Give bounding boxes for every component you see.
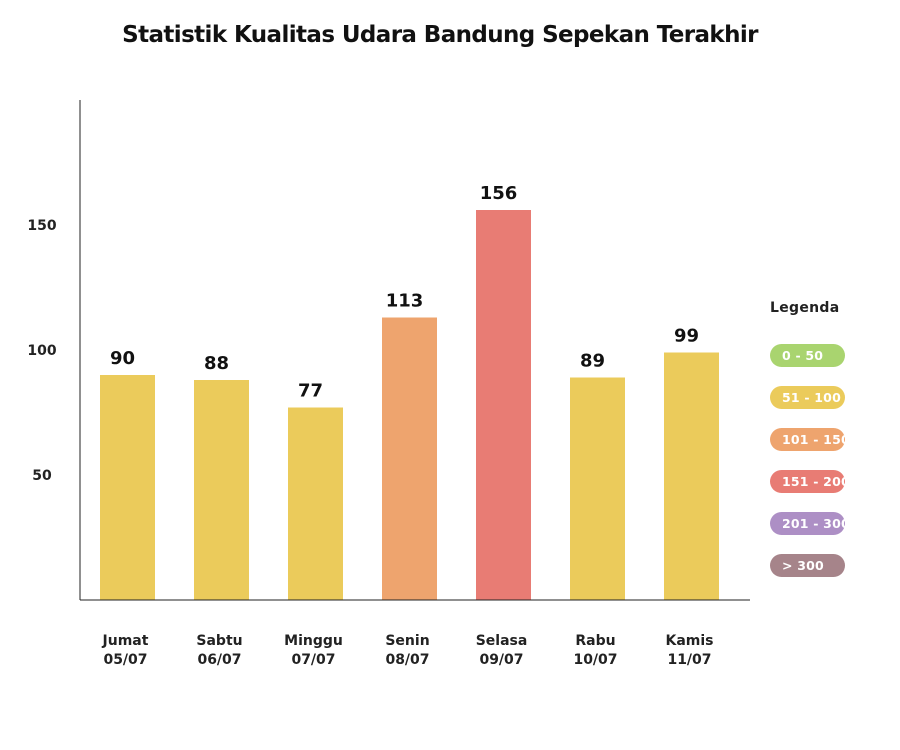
x-tick-label-date: 10/07 — [573, 652, 617, 668]
x-tick-label-day: Jumat — [102, 633, 149, 649]
bar-value-label: 156 — [480, 183, 518, 204]
x-tick-label-date: 08/07 — [385, 652, 429, 668]
x-tick-label-day: Selasa — [476, 633, 528, 649]
y-tick-label: 100 — [27, 343, 56, 359]
legend-item-151-200: 151 - 200 — [770, 470, 850, 493]
bars — [100, 210, 719, 600]
bar-value-label: 88 — [204, 353, 229, 374]
x-tick-label-date: 05/07 — [103, 652, 147, 668]
bar — [194, 380, 249, 600]
y-axis-ticks: 50 100 150 — [27, 218, 56, 484]
y-tick-label: 150 — [27, 218, 56, 234]
x-tick-label-date: 09/07 — [479, 652, 523, 668]
x-tick-label-day: Rabu — [575, 633, 615, 649]
bar — [100, 375, 155, 600]
bar-value-label: 77 — [298, 381, 323, 402]
x-tick-label-day: Sabtu — [196, 633, 242, 649]
y-tick-label: 50 — [32, 468, 52, 484]
legend-item-201-300: 201 - 300 — [770, 512, 850, 535]
legend-item-101-150: 101 - 150 — [770, 428, 850, 451]
x-tick-label-day: Minggu — [284, 633, 343, 649]
x-tick-label-date: 06/07 — [197, 652, 241, 668]
bar — [570, 377, 625, 600]
legend-item-over-300: > 300 — [770, 554, 845, 577]
legend-item-0-50: 0 - 50 — [770, 344, 845, 367]
bar — [476, 210, 531, 600]
bar-value-label: 89 — [580, 351, 605, 372]
legend-item-51-100: 51 - 100 — [770, 386, 845, 409]
x-tick-label-day: Senin — [385, 633, 429, 649]
bar — [382, 317, 437, 600]
x-axis-labels: Jumat 05/07 Sabtu 06/07 Minggu 07/07 Senin 08/0… — [102, 633, 714, 668]
x-tick-label-day: Kamis — [665, 633, 713, 649]
bar-value-label: 90 — [110, 348, 135, 369]
chart-title: Statistik Kualitas Udara Bandung Sepekan… — [122, 22, 758, 48]
x-tick-label-date: 11/07 — [667, 652, 711, 668]
bar-value-label: 99 — [674, 326, 699, 347]
x-tick-label-date: 07/07 — [291, 652, 335, 668]
bar — [664, 352, 719, 600]
legend: Legenda 0 - 50 51 - 100 101 - 150 151 - … — [770, 300, 890, 596]
legend-title: Legenda — [770, 300, 840, 316]
bar — [288, 407, 343, 600]
bar-value-label: 113 — [386, 291, 424, 312]
value-labels: 90 88 77 113 156 89 99 — [110, 183, 699, 402]
